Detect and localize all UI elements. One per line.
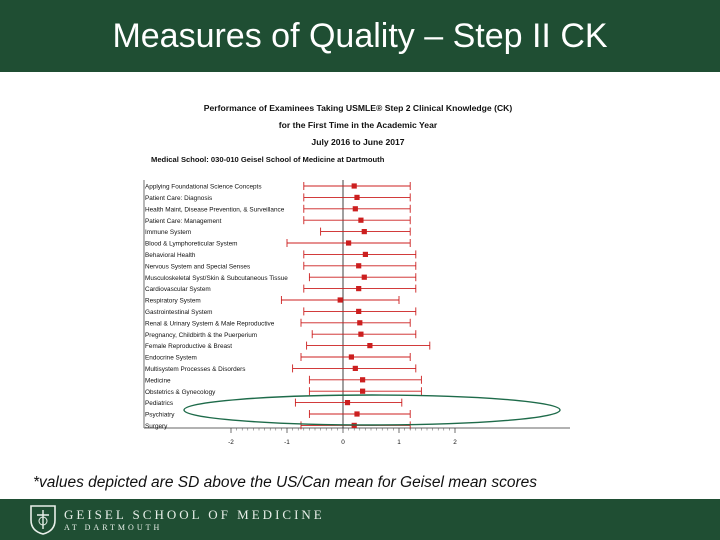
estimate-point (356, 286, 362, 292)
category-label: Health Maint, Disease Prevention, & Surv… (145, 206, 285, 213)
estimate-point (356, 308, 362, 314)
estimate-point (352, 365, 358, 371)
category-label: Pediatrics (145, 400, 173, 407)
category-label: Gastrointestinal System (145, 309, 212, 316)
confidence-intervals (280, 182, 431, 430)
category-label: Nervous System and Special Senses (145, 263, 250, 270)
medical-school-line: Medical School: 030-010 Geisel School of… (151, 155, 385, 164)
category-label: Behavioral Health (145, 252, 196, 259)
highlight-ellipse (183, 394, 561, 426)
category-label: Female Reproductive & Breast (145, 343, 232, 350)
chart-title-line-3: July 2016 to June 2017 (311, 137, 404, 147)
estimate-point (351, 183, 357, 189)
category-label: Psychiatry (145, 412, 175, 419)
x-tick-label: 1 (397, 439, 401, 446)
x-tick-label: -1 (284, 439, 290, 446)
forest-plot: Performance of Examinees Taking USMLE® S… (143, 103, 570, 446)
footnote: *values depicted are SD above the US/Can… (33, 474, 538, 491)
estimate-point (358, 331, 364, 337)
category-label: Cardiovascular System (145, 286, 211, 293)
estimate-point (356, 263, 362, 269)
category-label: Renal & Urinary System & Male Reproducti… (145, 320, 275, 327)
category-label: Applying Foundational Science Concepts (145, 184, 262, 191)
estimate-point (337, 297, 343, 303)
estimate-point (360, 388, 366, 394)
estimate-point (361, 229, 367, 235)
footer-school-sub: AT DARTMOUTH (64, 523, 163, 532)
slide-title: Measures of Quality – Step II CK (112, 17, 608, 55)
estimate-point (367, 343, 373, 349)
estimate-point (346, 240, 352, 246)
category-label: Respiratory System (145, 298, 201, 305)
category-label: Patient Care: Diagnosis (145, 195, 212, 202)
x-tick-label: 2 (453, 439, 457, 446)
category-label: Patient Care: Management (145, 218, 222, 225)
footer-school-name: GEISEL SCHOOL OF MEDICINE (64, 507, 325, 522)
category-label: Endocrine System (145, 355, 197, 362)
estimate-point (348, 354, 354, 360)
category-labels: Applying Foundational Science Concepts Pa… (145, 184, 288, 430)
geisel-seal-icon (30, 505, 56, 535)
category-label: Blood & Lymphoreticular System (145, 241, 237, 248)
estimate-point (361, 274, 367, 280)
estimate-point (354, 194, 360, 200)
estimate-point (344, 400, 351, 406)
x-tick-label: -2 (228, 439, 234, 446)
x-axis-ticks: -2 -1 0 1 2 (228, 428, 457, 446)
estimate-point (354, 411, 360, 417)
category-label: Multisystem Processes & Disorders (145, 366, 246, 373)
estimate-point (362, 251, 368, 257)
chart-title-line-2: for the First Time in the Academic Year (279, 120, 438, 130)
estimate-point (357, 320, 363, 326)
estimate-point (360, 377, 366, 383)
footer-bar: GEISEL SCHOOL OF MEDICINE AT DARTMOUTH (0, 499, 720, 540)
estimate-point (358, 217, 364, 223)
header-bar: Measures of Quality – Step II CK (0, 0, 720, 72)
category-label: Musculoskeletal Syst/Skin & Subcutaneous… (145, 275, 288, 282)
category-label: Immune System (145, 229, 191, 236)
category-label: Obstetrics & Gynecology (145, 389, 216, 396)
category-label: Medicine (145, 377, 171, 384)
estimate-point (352, 206, 358, 212)
category-label: Surgery (145, 423, 168, 430)
category-label: Pregnancy, Childbirth & the Puerperium (145, 332, 257, 339)
x-tick-label: 0 (341, 439, 345, 446)
chart-title-line-1: Performance of Examinees Taking USMLE® S… (204, 103, 513, 113)
